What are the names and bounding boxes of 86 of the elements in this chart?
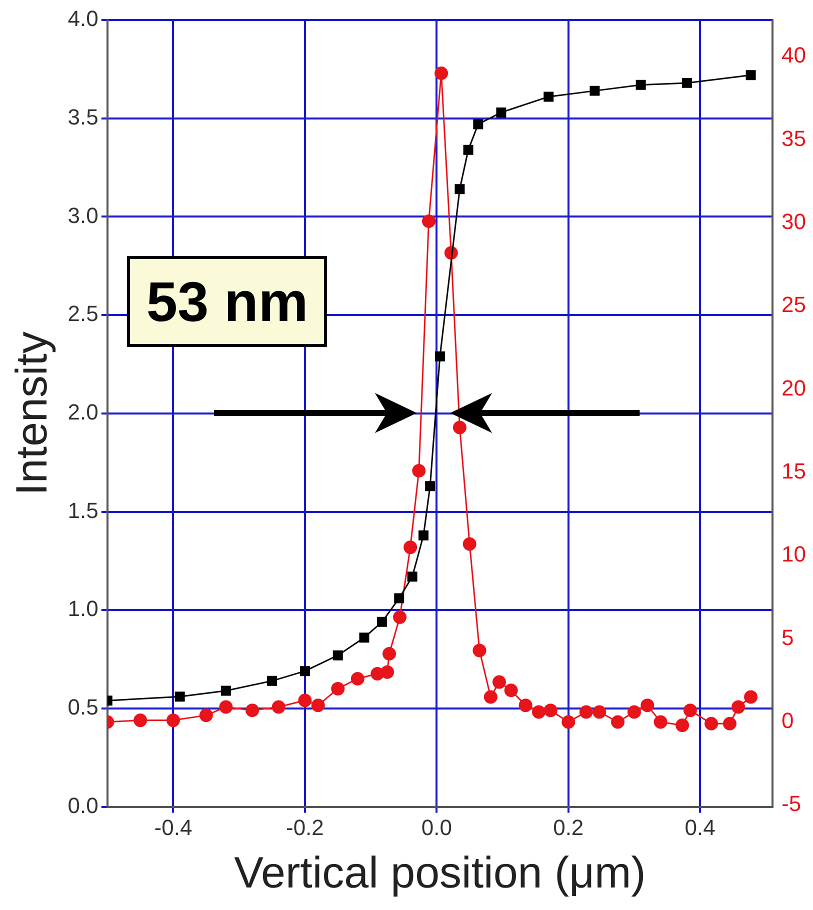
- point: [425, 481, 436, 492]
- point: [454, 184, 465, 194]
- point: [434, 351, 445, 362]
- point: [219, 700, 233, 714]
- point: [434, 66, 448, 80]
- y2-tick-label: -5: [782, 791, 802, 816]
- point: [174, 692, 185, 702]
- y2-tick-label: 25: [782, 292, 806, 318]
- point: [350, 672, 364, 686]
- point: [590, 86, 600, 96]
- point: [544, 704, 558, 718]
- y2-tick-label: 20: [782, 375, 806, 400]
- point: [732, 700, 746, 714]
- point: [404, 540, 418, 554]
- point: [544, 92, 554, 102]
- y2-tick-label: 40: [782, 42, 806, 68]
- point: [636, 80, 646, 90]
- y2-tick-label: 30: [782, 209, 806, 234]
- point: [654, 715, 668, 729]
- y2-tick-label: 15: [782, 458, 806, 484]
- point: [627, 705, 641, 719]
- point: [166, 714, 180, 728]
- point: [359, 632, 370, 643]
- point: [492, 675, 506, 689]
- point: [592, 705, 606, 719]
- annotation: 53 nm: [127, 256, 328, 348]
- point: [418, 530, 428, 540]
- point: [412, 464, 426, 478]
- y-tick-label: 1.5: [68, 498, 98, 523]
- x-tick-label: 0.2: [553, 815, 584, 840]
- y-tick-label: 3.0: [68, 202, 98, 228]
- point: [611, 715, 625, 729]
- y-tick-label: 4.0: [68, 6, 98, 32]
- point: [422, 214, 436, 228]
- y-tick-label: 0.0: [68, 792, 98, 818]
- y-tick-label: 1.0: [68, 596, 98, 622]
- point: [272, 700, 286, 714]
- point: [484, 690, 498, 704]
- point: [331, 682, 345, 696]
- point: [746, 70, 756, 80]
- x-axis-title: Vertical position (μm): [234, 848, 646, 898]
- point: [220, 686, 231, 696]
- point: [472, 644, 486, 658]
- point: [518, 698, 532, 712]
- point: [496, 107, 506, 118]
- y-tick-label: 0.5: [68, 694, 98, 720]
- y-tick-label: 3.5: [68, 104, 98, 130]
- point: [332, 650, 343, 660]
- point: [407, 572, 418, 582]
- point: [504, 684, 518, 698]
- y-tick-label: 2.0: [68, 399, 98, 424]
- point: [382, 647, 396, 661]
- point: [298, 694, 312, 708]
- x-tick-label: -0.2: [286, 815, 324, 840]
- y2-tick-label: 35: [782, 126, 806, 151]
- point: [311, 698, 325, 712]
- point: [134, 714, 148, 728]
- point: [246, 704, 260, 718]
- point: [377, 616, 387, 627]
- point: [704, 716, 718, 730]
- y-tick-label: 2.5: [68, 301, 98, 326]
- point: [300, 666, 310, 676]
- point: [676, 718, 690, 732]
- x-tick-label: -0.4: [154, 815, 192, 840]
- y-axis-title: Intensity: [8, 331, 57, 496]
- y2-tick-label: 10: [782, 542, 806, 567]
- point: [640, 698, 654, 712]
- y2-tick-label: 5: [782, 624, 794, 650]
- point: [394, 593, 404, 604]
- point: [473, 119, 484, 130]
- point: [380, 665, 394, 679]
- point: [683, 704, 697, 718]
- point: [722, 716, 736, 730]
- point: [579, 705, 593, 719]
- point: [463, 144, 474, 155]
- point: [562, 715, 576, 729]
- point: [682, 78, 692, 88]
- x-tick-label: 0.0: [421, 815, 452, 840]
- point: [462, 537, 476, 551]
- point: [267, 676, 278, 686]
- x-tick-label: 0.4: [684, 815, 716, 840]
- y2-tick-label: 0: [782, 708, 794, 734]
- point: [393, 610, 407, 624]
- point: [199, 708, 213, 722]
- point: [532, 705, 546, 719]
- point: [744, 690, 758, 704]
